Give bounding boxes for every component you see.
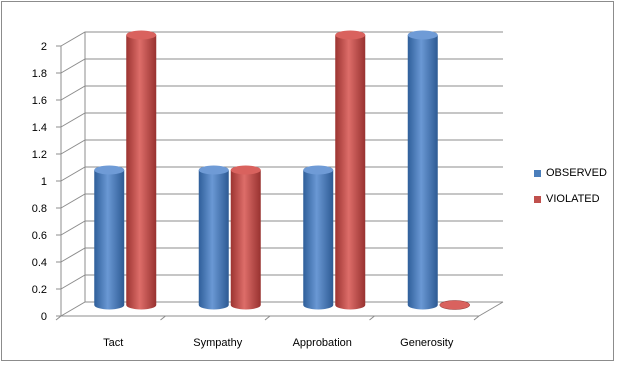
bar-violated-tact xyxy=(126,35,157,310)
x-tick-mark xyxy=(369,315,375,321)
legend-label-violated: VIOLATED xyxy=(546,193,600,205)
y-tick-label: 0 xyxy=(41,311,47,323)
y-tick-label: 0.6 xyxy=(32,230,47,242)
legend-label-observed: OBSERVED xyxy=(546,167,607,179)
x-tick-label: Sympathy xyxy=(193,337,242,349)
bar-observed-tact xyxy=(94,170,125,310)
x-tick-label: Tact xyxy=(103,337,123,349)
bar-observed-approbation-top xyxy=(303,165,334,175)
x-tick-mark xyxy=(55,315,62,321)
bar-violated-sympathy-top xyxy=(230,165,261,175)
x-tick-mark xyxy=(473,315,480,321)
y-tick-label: 0.4 xyxy=(32,257,47,269)
bar-chart: 0 0.2 0.4 0.6 0.8 1 1.2 1.4 1.6 1.8 2 Tact Sympathy… xyxy=(32,30,504,349)
bar-violated-tact-top xyxy=(126,30,157,40)
legend-item-violated: VIOLATED xyxy=(534,192,607,206)
y-tick-label: 1 xyxy=(41,176,47,188)
legend: OBSERVED VIOLATED xyxy=(534,166,607,218)
bar-observed-tact-top xyxy=(94,165,125,175)
y-tick-label: 1.8 xyxy=(32,68,47,80)
bar-observed-sympathy-top xyxy=(198,165,229,175)
floor-right-edge xyxy=(478,301,504,317)
legend-item-observed: OBSERVED xyxy=(534,166,607,180)
y-tick-label: 1.6 xyxy=(32,95,47,107)
bar-violated-generosity-top xyxy=(439,300,470,310)
bar-violated-approbation-top xyxy=(335,30,366,40)
legend-swatch-observed xyxy=(534,169,541,177)
bar-violated-approbation xyxy=(335,35,366,310)
x-tick-mark xyxy=(264,315,271,321)
bar-observed-approbation xyxy=(303,170,334,310)
legend-swatch-violated xyxy=(534,195,541,203)
bar-violated-sympathy xyxy=(230,170,261,310)
y-tick-label: 1.2 xyxy=(32,149,47,161)
x-tick-label: Generosity xyxy=(400,337,454,349)
chart-frame: 0 0.2 0.4 0.6 0.8 1 1.2 1.4 1.6 1.8 2 Tact Sympathy… xyxy=(1,1,614,361)
x-tick-label: Approbation xyxy=(293,337,352,349)
y-tick-label: 0.2 xyxy=(32,284,47,296)
y-tick-label: 0.8 xyxy=(32,203,47,215)
y-tick-label: 2 xyxy=(41,41,47,53)
bar-observed-generosity xyxy=(407,35,438,310)
bar-observed-sympathy xyxy=(198,170,229,310)
x-tick-mark xyxy=(160,315,166,321)
gridline xyxy=(60,31,503,47)
bar-observed-generosity-top xyxy=(407,30,438,40)
y-tick-label: 1.4 xyxy=(32,122,47,134)
